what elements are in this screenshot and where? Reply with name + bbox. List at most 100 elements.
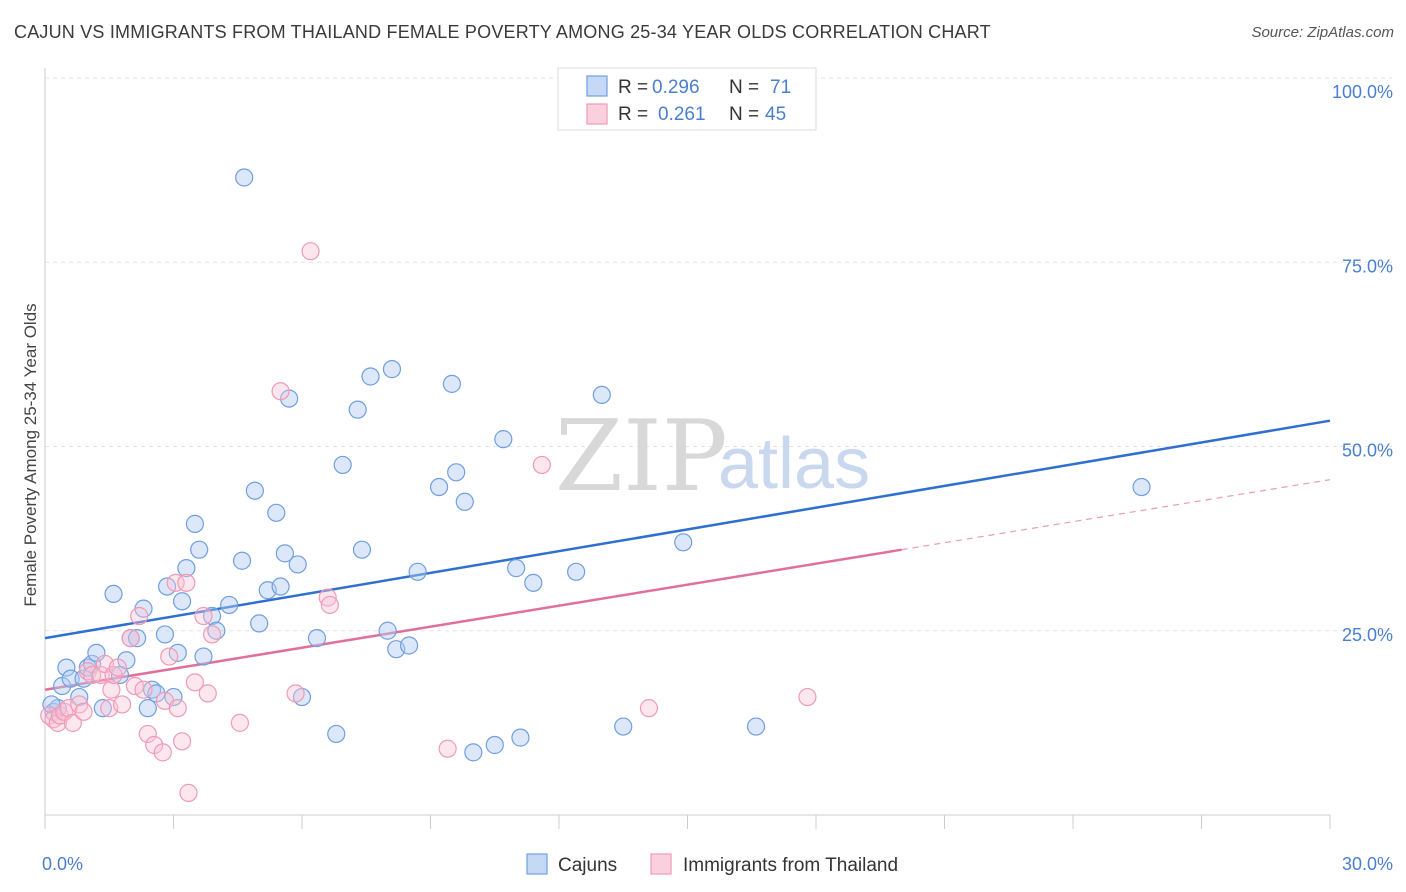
thailand-point-22 (138, 724, 157, 744)
thailand-point-27 (166, 573, 185, 592)
cajun-point-28 (194, 647, 213, 666)
cajun-point-50 (382, 360, 402, 379)
thailand-point-35 (202, 625, 222, 644)
thailand-point-38 (286, 684, 305, 703)
thailand-point-33 (194, 606, 213, 626)
cajun-point-38 (271, 577, 290, 596)
legend-swatch-cajuns (586, 75, 608, 97)
cajun-point-54 (429, 477, 449, 497)
thailand-point-36 (230, 713, 249, 732)
cajun-point-67 (674, 533, 693, 552)
y-tick-labels: 25.0% 50.0% 75.0% 100.0% (1332, 82, 1393, 645)
thailand-point-40 (318, 588, 337, 607)
thailand-point-45 (798, 687, 817, 707)
cajun-point-47 (352, 540, 372, 559)
bottom-legend-swatch-cajuns (526, 853, 548, 875)
cajun-point-48 (361, 367, 380, 386)
bottom-legend-label-thailand: Immigrants from Thailand (683, 855, 898, 876)
thailand-point-26 (160, 647, 179, 666)
thailand-point-16 (108, 658, 127, 677)
chart-source: Source: ZipAtlas.com (1251, 24, 1394, 41)
cajun-point-27 (190, 540, 209, 559)
thailand-point-6 (63, 713, 82, 732)
cajun-point-20 (155, 625, 175, 644)
legend-r-value-1: 0.296 (652, 77, 700, 98)
cajun-point-26 (185, 514, 205, 533)
cajun-point-32 (232, 551, 252, 570)
thailand-point-20 (130, 606, 149, 626)
thailand-point-17 (112, 695, 132, 714)
thailand-point-39 (301, 242, 320, 261)
legend-r-label-2: R = (618, 104, 648, 125)
chart-title: CAJUN VS IMMIGRANTS FROM THAILAND FEMALE… (14, 22, 991, 42)
legend-swatch-thailand (586, 103, 608, 125)
legend-n-value-1: 71 (770, 77, 791, 98)
cajun-point-4 (61, 669, 80, 688)
cajun-point-33 (235, 168, 254, 187)
cajun-point-11 (104, 584, 123, 604)
thailand-point-31 (179, 783, 198, 802)
cajun-point-10 (93, 699, 112, 718)
x-tick-label-0: 0.0% (42, 854, 83, 874)
cajun-point-60 (494, 430, 513, 449)
thailand-point-2 (48, 713, 67, 732)
cajun-point-35 (250, 614, 269, 633)
cajun-point-39 (275, 544, 294, 563)
thailand-point-30 (177, 573, 196, 592)
y-tick-label-2: 75.0% (1342, 256, 1393, 276)
thailand-point-14 (102, 680, 121, 699)
axes (44, 68, 1331, 829)
cajun-point-68 (746, 717, 766, 736)
cajun-point-62 (511, 728, 530, 747)
thailand-point-37 (271, 382, 290, 401)
thailand-point-8 (74, 702, 93, 721)
stats-legend: R = 0.296 N = 71 R = 0.261 N = 45 (557, 67, 817, 131)
thailand-trend-extension (901, 479, 1331, 551)
legend-r-value-2: 0.261 (658, 104, 706, 125)
data-points (40, 168, 1151, 802)
legend-r-label-1: R = (618, 77, 648, 98)
cajun-point-43 (307, 629, 327, 648)
thailand-point-11 (91, 665, 110, 685)
cajun-point-65 (592, 385, 611, 405)
cajun-point-57 (455, 492, 474, 511)
cajun-point-69 (1132, 477, 1151, 497)
thailand-point-24 (153, 743, 172, 762)
thailand-trend-line (44, 548, 902, 691)
cajun-point-5 (70, 687, 89, 707)
cajun-point-31 (220, 595, 239, 615)
watermark-atlas: atlas (718, 424, 870, 504)
cajun-point-59 (485, 735, 504, 755)
bottom-legend-label-cajuns: Cajuns (558, 855, 617, 876)
cajun-point-55 (442, 374, 462, 393)
cajun-point-61 (507, 559, 526, 578)
cajun-point-41 (288, 555, 307, 574)
thailand-point-5 (59, 699, 78, 718)
thailand-point-42 (438, 739, 457, 758)
bottom-legend-swatch-thailand (650, 853, 672, 875)
thailand-point-29 (172, 732, 192, 751)
legend-n-label-1: N = (729, 77, 759, 98)
x-tick-label-1: 30.0% (1342, 854, 1393, 874)
cajun-point-64 (567, 562, 586, 581)
thailand-point-18 (121, 629, 140, 648)
legend-n-value-2: 45 (765, 104, 786, 125)
thailand-point-21 (134, 680, 153, 699)
cajun-point-34 (245, 481, 264, 500)
cajun-point-17 (138, 699, 157, 718)
x-tick-labels: 0.0% 30.0% (42, 854, 1393, 874)
cajun-point-3 (57, 658, 76, 677)
trend-lines (44, 419, 1331, 691)
watermark-zip: ZIP (555, 400, 728, 514)
cajun-point-24 (172, 592, 192, 611)
thailand-point-43 (532, 455, 551, 475)
y-axis-label: Female Poverty Among 25-34 Year Olds (21, 303, 40, 606)
thailand-point-32 (185, 673, 205, 692)
thailand-point-28 (168, 699, 187, 718)
thailand-point-44 (639, 699, 659, 718)
cajun-point-46 (348, 400, 367, 419)
cajun-point-37 (267, 503, 286, 522)
legend-n-label-2: N = (729, 104, 759, 125)
cajun-point-63 (524, 573, 543, 592)
